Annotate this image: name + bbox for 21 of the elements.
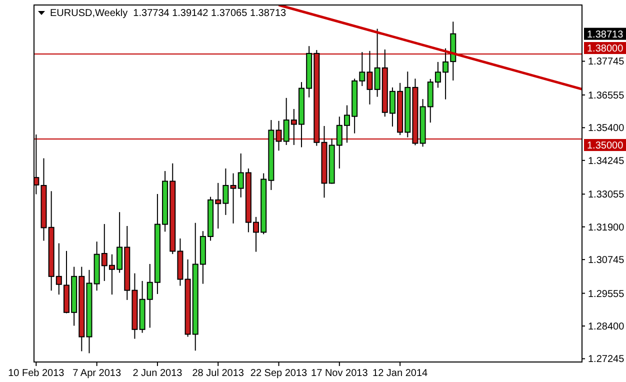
text: 1.38713 bbox=[587, 29, 624, 40]
y-tick-label: 1.35400 bbox=[588, 123, 625, 134]
x-tick-label: 12 Jan 2014 bbox=[372, 368, 428, 379]
x-tick-label: 10 Feb 2013 bbox=[8, 368, 65, 379]
y-tick-label: 1.34245 bbox=[588, 156, 625, 167]
x-tick-label: 7 Apr 2013 bbox=[72, 368, 122, 379]
y-tick-label: 1.29555 bbox=[588, 288, 625, 300]
y-tick-label: 1.36555 bbox=[588, 90, 625, 102]
x-tick-label: 28 Jul 2013 bbox=[192, 368, 244, 379]
y-tick-label: 1.27245 bbox=[588, 354, 625, 366]
y-tick-label: 1.37745 bbox=[588, 56, 625, 68]
chart-title: EURUSD,Weekly 1.37734 1.39142 1.37065 1.38713 bbox=[50, 8, 287, 19]
y-tick-label: 1.28400 bbox=[588, 322, 625, 333]
y-tick-label: 1.30745 bbox=[588, 255, 625, 266]
ref-line-label: 1.35000 bbox=[587, 140, 624, 152]
x-tick-label: 17 Nov 2013 bbox=[311, 368, 368, 379]
x-tick-label: 22 Sep 2013 bbox=[250, 368, 308, 379]
ref-line-label: 1.38000 bbox=[587, 44, 624, 55]
y-tick-label: 1.31900 bbox=[588, 222, 625, 234]
y-tick-label: 1.33055 bbox=[588, 190, 625, 201]
x-tick-label: 2 Jun 2013 bbox=[132, 368, 183, 379]
